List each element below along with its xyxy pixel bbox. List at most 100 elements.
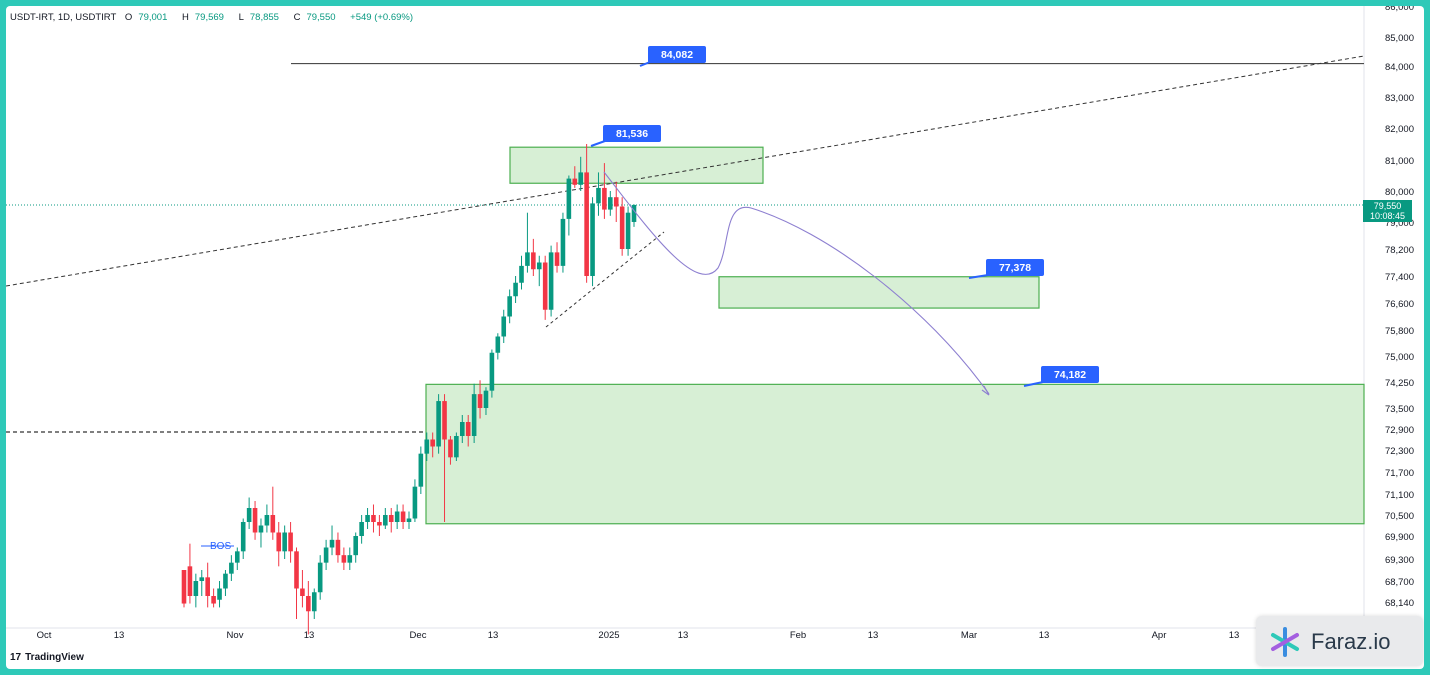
- y-tick-label: 70,500: [1385, 511, 1414, 522]
- open-key: O: [124, 12, 133, 23]
- candle: [341, 547, 347, 570]
- candle-body: [377, 522, 382, 526]
- candle-body: [448, 439, 453, 458]
- candle: [181, 570, 187, 608]
- candle: [359, 515, 364, 544]
- x-tick-label: 13: [678, 630, 689, 641]
- candle-body: [596, 187, 601, 204]
- zone-demand-1: [718, 276, 1040, 309]
- candle-body: [211, 596, 216, 604]
- candle-body: [317, 562, 323, 593]
- candle-body: [181, 570, 187, 604]
- candle: [625, 206, 631, 256]
- candle: [377, 515, 382, 536]
- projection-path: [603, 171, 990, 395]
- chart-frame: Oct 13 Nov 13 Dec 13 2025 13 Feb 13 Mar 13 Apr 13 86,0…: [6, 6, 1424, 669]
- x-tick-label: 13: [488, 630, 499, 641]
- candle-body: [383, 515, 388, 526]
- candle-body: [193, 581, 199, 596]
- candle: [371, 504, 376, 533]
- candle: [465, 415, 471, 447]
- candle: [282, 525, 287, 559]
- y-tick-label: 79,000: [1385, 218, 1414, 229]
- bos-label: BOS: [210, 541, 231, 552]
- candle-body: [359, 522, 364, 536]
- candle: [388, 508, 394, 533]
- faraz-label: Faraz.io: [1311, 629, 1391, 654]
- candle: [459, 415, 465, 443]
- tradingview-branding[interactable]: 17 TradingView: [10, 652, 84, 663]
- y-tick-label: 85,000: [1385, 33, 1414, 44]
- current-price-tag: 79,550 10:08:45: [1363, 200, 1412, 222]
- candle-body: [329, 539, 335, 548]
- price-callout-label: 77,378: [999, 262, 1031, 274]
- y-tick-label: 71,700: [1385, 468, 1414, 479]
- candle: [406, 511, 412, 529]
- open-value: 79,001: [138, 12, 168, 23]
- candle: [217, 581, 222, 608]
- candle-body: [531, 252, 536, 270]
- price-callout-label: 81,536: [616, 128, 648, 140]
- candle-body: [306, 596, 311, 612]
- candle: [276, 522, 282, 567]
- candle: [288, 522, 293, 563]
- y-tick-label: 80,000: [1385, 187, 1414, 198]
- candle: [596, 172, 601, 216]
- candle: [631, 204, 637, 227]
- candle-body: [578, 172, 584, 185]
- candle: [205, 562, 210, 608]
- candle: [572, 166, 578, 188]
- y-tick-label: 68,700: [1385, 577, 1414, 588]
- candle-body: [347, 555, 353, 563]
- candle: [246, 497, 252, 529]
- y-tick-label: 72,300: [1385, 446, 1414, 457]
- faraz-logo-icon: [1271, 627, 1299, 657]
- candle-body: [199, 577, 205, 581]
- candle-body: [572, 178, 578, 185]
- y-tick-label: 86,000: [1385, 6, 1414, 13]
- candle: [418, 446, 424, 494]
- candle-body: [229, 562, 234, 574]
- y-tick-label: 83,000: [1385, 93, 1414, 104]
- bar-countdown: 10:08:45: [1369, 211, 1406, 221]
- candle-body: [548, 252, 554, 310]
- candle-body: [276, 532, 282, 552]
- candle: [383, 508, 388, 529]
- candle: [335, 532, 341, 563]
- candle-body: [424, 439, 430, 454]
- candle-body: [412, 486, 418, 519]
- price-callout-box: [603, 125, 661, 142]
- close-key: C: [293, 12, 301, 23]
- candle-body: [554, 252, 560, 266]
- candle: [347, 547, 353, 570]
- candle-body: [282, 532, 287, 552]
- zone-supply: [509, 146, 764, 184]
- candle: [531, 238, 536, 276]
- candle: [329, 525, 335, 556]
- candle-body: [365, 515, 370, 522]
- y-tick-label: 72,900: [1385, 425, 1414, 436]
- candle-body: [584, 172, 589, 276]
- y-tick-label: 71,100: [1385, 490, 1414, 501]
- y-tick-label: 73,500: [1385, 404, 1414, 415]
- candle-body: [560, 218, 566, 266]
- candle-body: [483, 390, 489, 408]
- candle: [566, 175, 572, 236]
- change-value: +549 (+0.69%): [350, 12, 414, 23]
- candle-body: [613, 197, 619, 207]
- candle-body: [205, 577, 210, 596]
- candle: [223, 570, 228, 596]
- price-chart[interactable]: Oct 13 Nov 13 Dec 13 2025 13 Feb 13 Mar 13 Apr 13 86,0…: [6, 6, 1424, 669]
- y-tick-label: 81,000: [1385, 156, 1414, 167]
- candle: [477, 380, 483, 419]
- y-tick-label: 77,400: [1385, 272, 1414, 283]
- y-tick-label: 69,300: [1385, 555, 1414, 566]
- candle: [513, 276, 518, 303]
- candle: [608, 191, 613, 216]
- candle-body: [436, 401, 441, 447]
- y-tick-label: 75,800: [1385, 326, 1414, 337]
- symbol-label[interactable]: USDT-IRT, 1D, USDTIRT: [10, 12, 117, 23]
- candle-body: [442, 401, 447, 440]
- candle-body: [619, 206, 625, 249]
- candle: [548, 245, 554, 317]
